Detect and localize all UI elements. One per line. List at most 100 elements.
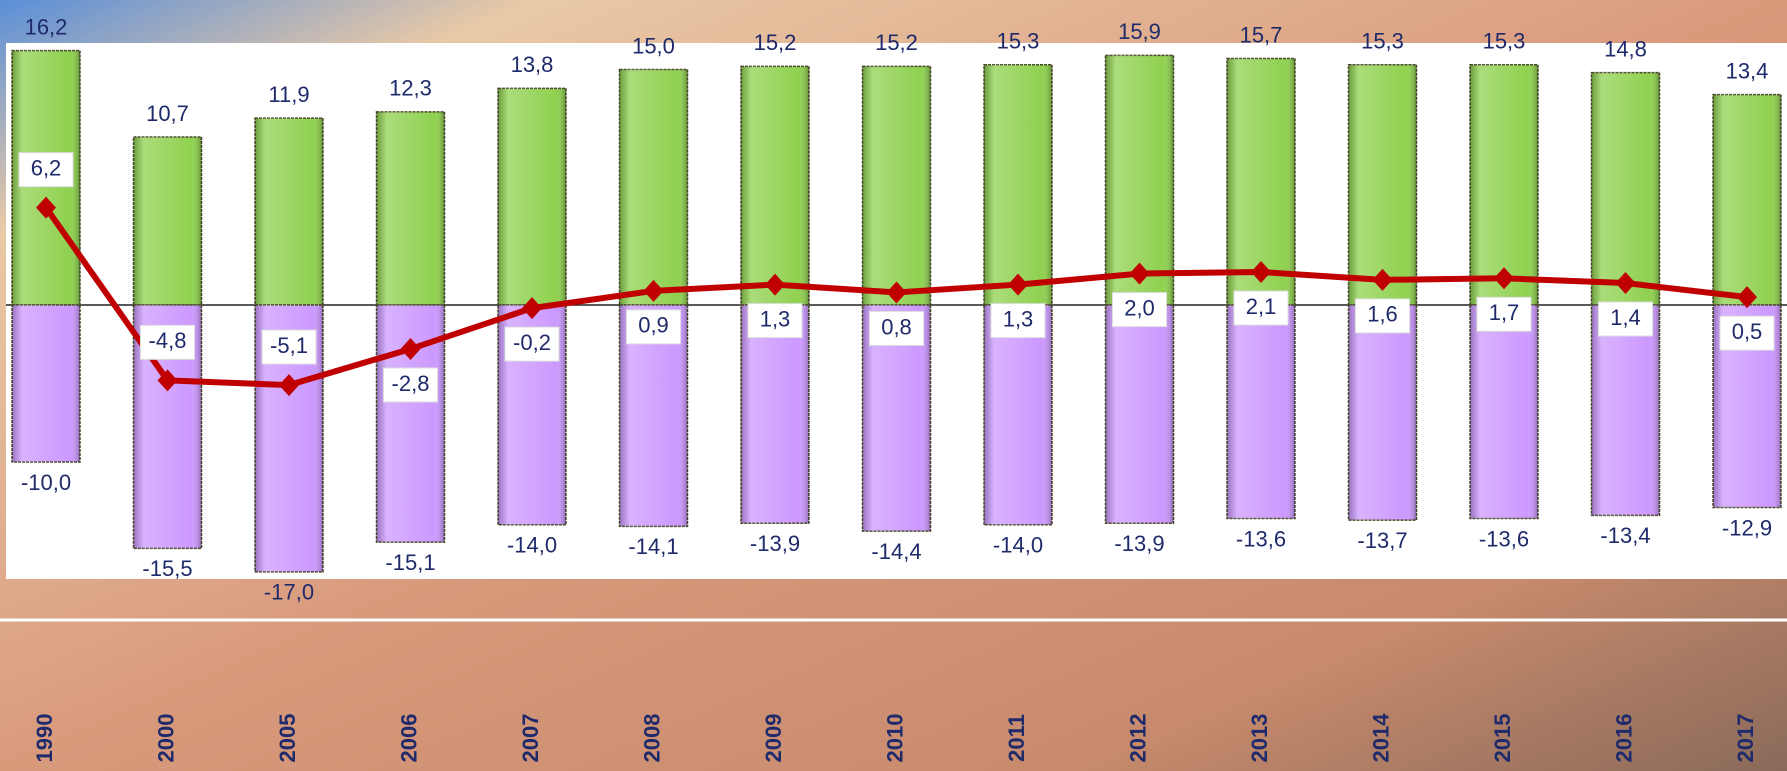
- value-label: 14,8: [1604, 36, 1647, 61]
- value-label: 15,9: [1118, 19, 1161, 44]
- value-label: -14,0: [507, 533, 557, 558]
- value-label-box: [990, 303, 1046, 339]
- line-point: [157, 369, 178, 392]
- value-label: -13,6: [1236, 526, 1286, 551]
- value-label: 1,3: [760, 306, 791, 331]
- value-label: -2,8: [392, 371, 430, 396]
- value-label: -14,4: [871, 539, 921, 564]
- value-label: -5,1: [270, 333, 308, 358]
- value-label: -13,4: [1600, 523, 1650, 548]
- value-label: -13,6: [1479, 526, 1529, 551]
- bar-shade: [1591, 305, 1660, 516]
- line-point: [1372, 268, 1393, 291]
- bar-shade: [741, 66, 809, 305]
- value-label: 0,9: [638, 313, 669, 338]
- bar-shade: [1470, 305, 1538, 519]
- value-label: -15,5: [142, 556, 192, 581]
- bar-shade: [498, 88, 566, 305]
- value-label: -14,0: [993, 533, 1043, 558]
- value-label: 1,6: [1367, 302, 1398, 327]
- value-label: 15,3: [1361, 29, 1404, 54]
- value-label: -15,1: [385, 550, 435, 575]
- value-label: 15,7: [1240, 22, 1283, 47]
- value-label-box: [18, 152, 74, 188]
- bar-shade: [12, 305, 80, 462]
- value-label: -13,9: [1114, 531, 1164, 556]
- bar-shade: [862, 66, 931, 305]
- value-label-box: [1598, 301, 1653, 337]
- value-label-box: [747, 303, 803, 339]
- value-label: -14,1: [628, 534, 678, 559]
- value-label: 2,0: [1124, 295, 1155, 320]
- bar-shade: [1348, 64, 1417, 305]
- value-label: 15,2: [875, 30, 918, 55]
- x-tick-label: 2007: [518, 714, 543, 763]
- value-label-box: [869, 310, 924, 346]
- value-label: 2,1: [1246, 294, 1277, 319]
- line-point: [36, 196, 56, 219]
- bar-shade: [133, 137, 202, 305]
- bar-shade: [1348, 305, 1417, 521]
- x-tick-label: 2015: [1490, 714, 1515, 763]
- x-tick-label: 2016: [1611, 714, 1636, 763]
- value-label: 0,5: [1732, 319, 1763, 344]
- value-label-box: [1355, 298, 1410, 334]
- bar-shade: [1470, 64, 1538, 305]
- line-point: [1129, 262, 1150, 285]
- x-tick-label: 2011: [1004, 714, 1029, 762]
- line-point: [1615, 272, 1636, 295]
- value-label-box: [1112, 292, 1167, 328]
- bar-shade: [984, 305, 1052, 525]
- value-label: 15,0: [632, 33, 675, 58]
- value-label-box: [1719, 315, 1775, 351]
- bar-shade: [255, 118, 323, 305]
- value-label: 15,3: [997, 29, 1040, 54]
- value-label-box: [504, 326, 560, 362]
- line-point: [1251, 261, 1271, 284]
- line-point: [643, 279, 664, 302]
- value-label: 11,9: [268, 82, 309, 107]
- line-point: [886, 281, 907, 304]
- bar-shade: [1227, 305, 1295, 519]
- x-tick-label: 2006: [396, 714, 421, 763]
- x-tick-label: 2005: [275, 714, 300, 763]
- value-label: 13,8: [511, 52, 554, 77]
- value-label-box: [140, 324, 195, 360]
- value-label: -10,0: [21, 470, 71, 495]
- value-label: -13,9: [750, 531, 800, 556]
- x-tick-label: 1990: [32, 714, 57, 763]
- line-point: [1737, 286, 1757, 309]
- line-point: [522, 297, 542, 320]
- value-label: 1,7: [1489, 300, 1520, 325]
- bar-shade: [741, 305, 809, 524]
- bar-shade: [1105, 305, 1174, 524]
- value-label: 1,3: [1003, 306, 1034, 331]
- value-label-box: [383, 367, 438, 403]
- x-tick-label: 2017: [1733, 714, 1758, 763]
- value-label: -17,0: [264, 580, 314, 605]
- bar-shade: [619, 69, 688, 305]
- line-point: [400, 337, 421, 360]
- value-label: 0,8: [881, 314, 912, 339]
- value-label: 12,3: [389, 76, 432, 101]
- value-label-box: [1476, 296, 1532, 332]
- bar-shade: [1591, 72, 1660, 305]
- x-tick-label: 2014: [1368, 713, 1393, 763]
- bar-shade: [376, 111, 445, 305]
- value-label: 13,4: [1726, 58, 1769, 83]
- value-label: 15,2: [754, 30, 797, 55]
- bar-shade: [984, 64, 1052, 305]
- line-point: [765, 273, 785, 296]
- x-tick-label: 2013: [1247, 714, 1272, 763]
- x-tick-label: 2008: [639, 714, 664, 763]
- value-label: -12,9: [1722, 515, 1772, 540]
- value-label-box: [1233, 290, 1289, 326]
- line-point: [1494, 267, 1514, 290]
- value-label: 15,3: [1483, 29, 1526, 54]
- value-label: 1,4: [1610, 305, 1641, 330]
- value-label: 10,7: [146, 101, 189, 126]
- x-tick-label: 2010: [882, 714, 907, 763]
- x-tick-label: 2000: [153, 714, 178, 763]
